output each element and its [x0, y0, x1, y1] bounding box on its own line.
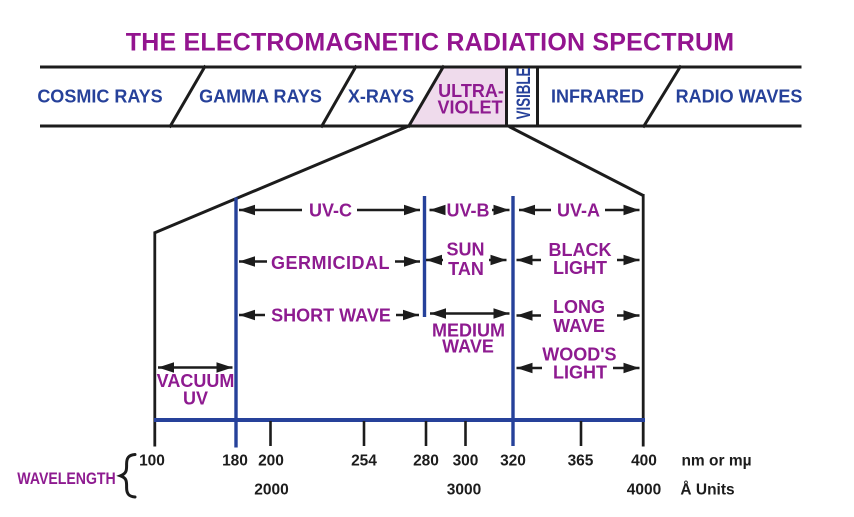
svg-text:UV-C: UV-C — [309, 201, 352, 221]
svg-text:GERMICIDAL: GERMICIDAL — [271, 253, 390, 273]
svg-text:INFRARED: INFRARED — [551, 87, 644, 107]
svg-text:LONG: LONG — [553, 297, 605, 317]
svg-text:BLACK: BLACK — [549, 240, 612, 260]
svg-text:THE ELECTROMAGNETIC RADIATION: THE ELECTROMAGNETIC RADIATION SPECTRUM — [126, 29, 735, 57]
svg-text:UV-B: UV-B — [446, 201, 489, 221]
svg-text:WAVE: WAVE — [553, 316, 605, 336]
svg-text:2000: 2000 — [254, 481, 288, 498]
svg-text:280: 280 — [413, 452, 439, 469]
svg-text:320: 320 — [500, 452, 526, 469]
svg-text:X-RAYS: X-RAYS — [348, 87, 414, 107]
svg-text:365: 365 — [568, 452, 594, 469]
svg-text:180: 180 — [222, 452, 248, 469]
svg-text:LIGHT: LIGHT — [553, 258, 607, 278]
svg-text:SHORT WAVE: SHORT WAVE — [271, 306, 391, 326]
svg-text:100: 100 — [139, 452, 165, 469]
svg-text:VACUUM: VACUUM — [157, 371, 235, 391]
svg-text:VISIBLE: VISIBLE — [514, 68, 535, 120]
svg-text:LIGHT: LIGHT — [553, 363, 607, 383]
svg-text:WAVELENGTH: WAVELENGTH — [17, 470, 115, 488]
svg-text:UV: UV — [183, 389, 208, 409]
svg-text:GAMMA RAYS: GAMMA RAYS — [199, 87, 322, 107]
svg-text:4000: 4000 — [627, 481, 661, 498]
svg-text:400: 400 — [631, 452, 657, 469]
svg-text:TAN: TAN — [448, 259, 484, 279]
svg-text:UV-A: UV-A — [557, 201, 600, 221]
svg-text:3000: 3000 — [447, 481, 481, 498]
svg-text:VIOLET: VIOLET — [437, 98, 502, 118]
svg-text:MEDIUM: MEDIUM — [432, 321, 505, 341]
svg-text:300: 300 — [453, 452, 479, 469]
svg-text:WOOD'S: WOOD'S — [542, 345, 616, 365]
svg-text:ULTRA-: ULTRA- — [438, 81, 504, 101]
svg-text:nm or mµ: nm or mµ — [681, 452, 751, 469]
svg-text:COSMIC RAYS: COSMIC RAYS — [37, 87, 162, 107]
svg-text:Å Units: Å Units — [680, 481, 734, 498]
svg-text:254: 254 — [351, 452, 377, 469]
svg-text:RADIO WAVES: RADIO WAVES — [676, 87, 803, 107]
svg-text:200: 200 — [258, 452, 284, 469]
svg-text:WAVE: WAVE — [442, 337, 494, 357]
svg-text:SUN: SUN — [446, 240, 484, 260]
